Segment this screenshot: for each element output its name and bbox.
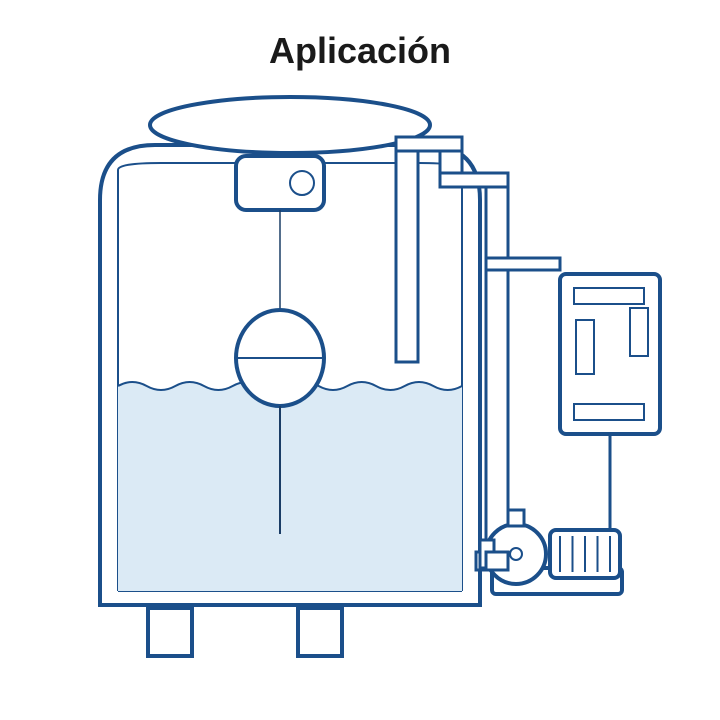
application-diagram — [0, 0, 720, 720]
